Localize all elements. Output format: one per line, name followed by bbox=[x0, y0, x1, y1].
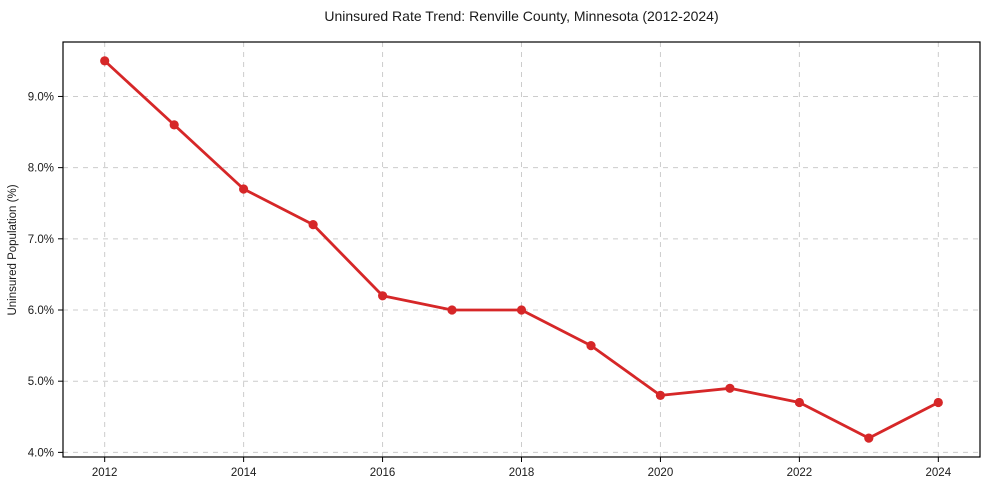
x-tick-label: 2018 bbox=[509, 467, 535, 479]
data-point bbox=[864, 433, 874, 443]
x-tick-label: 2012 bbox=[92, 467, 118, 479]
y-tick-label: 8.0% bbox=[28, 163, 54, 175]
y-tick-label: 7.0% bbox=[28, 234, 54, 246]
y-tick-label: 5.0% bbox=[28, 376, 54, 388]
chart-title: Uninsured Rate Trend: Renville County, M… bbox=[324, 8, 719, 24]
data-point bbox=[655, 390, 666, 400]
x-tick-label: 2020 bbox=[648, 467, 674, 479]
data-point bbox=[794, 397, 805, 408]
y-tick-label: 4.0% bbox=[28, 447, 54, 459]
x-tick-label: 2022 bbox=[787, 467, 813, 479]
data-point bbox=[308, 220, 318, 230]
data-point bbox=[516, 305, 527, 315]
y-tick-label: 9.0% bbox=[28, 91, 54, 103]
data-point bbox=[239, 184, 249, 194]
data-point bbox=[169, 120, 179, 130]
x-tick-label: 2016 bbox=[370, 467, 396, 479]
data-point bbox=[725, 383, 735, 393]
data-point bbox=[586, 341, 596, 351]
x-tick-label: 2024 bbox=[926, 467, 952, 479]
data-point bbox=[378, 291, 388, 301]
y-tick-label: 6.0% bbox=[28, 305, 54, 317]
data-point bbox=[447, 305, 457, 315]
data-point bbox=[933, 397, 943, 408]
data-point bbox=[100, 56, 110, 66]
x-tick-label: 2014 bbox=[231, 467, 257, 479]
